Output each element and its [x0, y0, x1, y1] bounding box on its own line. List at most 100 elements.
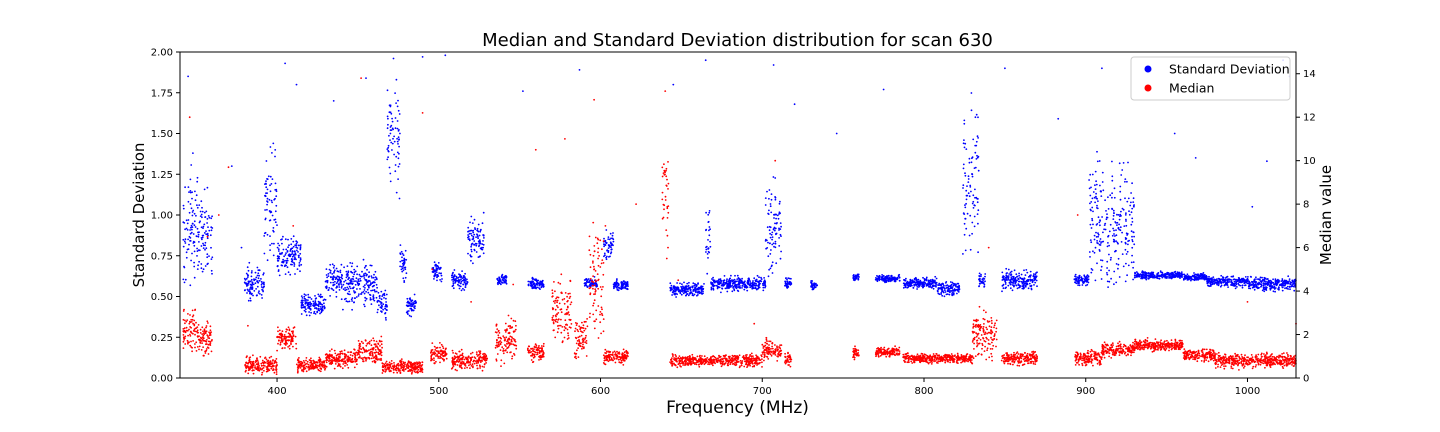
data-point [1089, 173, 1092, 176]
data-point [1077, 284, 1079, 286]
data-point [788, 280, 791, 283]
data-point [190, 321, 193, 323]
data-point [270, 183, 273, 185]
data-point [778, 237, 780, 239]
data-point [287, 326, 290, 329]
data-point [1269, 282, 1272, 285]
data-point [1241, 286, 1244, 289]
data-point [366, 268, 368, 271]
data-point [459, 285, 462, 288]
data-point [1145, 276, 1147, 279]
data-point [196, 255, 198, 257]
data-point [467, 236, 469, 239]
data-point [688, 281, 690, 284]
data-point [1026, 271, 1029, 274]
data-point [1270, 281, 1272, 283]
data-point [1164, 274, 1166, 276]
data-point [1151, 272, 1154, 275]
data-point [332, 266, 335, 269]
data-point [529, 280, 531, 283]
data-point [1017, 280, 1020, 283]
data-point [339, 281, 342, 284]
data-point [470, 259, 472, 262]
data-point [359, 279, 362, 282]
data-point [264, 194, 267, 197]
data-point [191, 228, 193, 231]
data-point [1195, 275, 1197, 278]
data-point [186, 339, 189, 342]
data-point [923, 278, 926, 280]
data-point [468, 230, 470, 233]
data-point [291, 253, 294, 255]
data-point [257, 277, 260, 280]
data-point [364, 299, 367, 302]
data-point [691, 285, 694, 288]
data-point [1033, 284, 1035, 286]
data-point [933, 285, 936, 287]
data-point [934, 285, 937, 287]
data-point [1034, 273, 1037, 276]
data-point [707, 250, 710, 253]
data-point [932, 287, 935, 290]
data-point [399, 244, 402, 247]
data-point [857, 273, 860, 276]
data-point [1121, 169, 1124, 171]
data-point [327, 289, 330, 291]
data-point [1096, 207, 1099, 210]
data-point [674, 288, 676, 290]
data-point [204, 244, 207, 247]
data-point [967, 178, 970, 180]
data-point [282, 235, 284, 238]
data-point [1097, 242, 1099, 245]
data-point [1006, 275, 1009, 278]
data-point [477, 237, 479, 240]
data-point [1127, 197, 1130, 200]
data-point [245, 369, 247, 372]
data-point [812, 284, 814, 287]
data-point [369, 294, 372, 296]
data-point [965, 148, 968, 151]
data-point [383, 294, 386, 297]
data-point [256, 285, 259, 288]
data-point [1287, 275, 1290, 278]
data-point [1034, 281, 1037, 284]
data-point [1026, 282, 1029, 285]
data-point [1264, 282, 1266, 285]
data-point [199, 339, 202, 342]
data-point [929, 285, 932, 287]
data-point [771, 236, 774, 239]
data-point [275, 368, 277, 371]
data-point [262, 364, 265, 367]
data-point [191, 318, 194, 321]
data-point [291, 251, 294, 253]
data-point [458, 279, 461, 282]
data-point [1021, 287, 1024, 290]
data-point [453, 269, 456, 271]
data-point [452, 277, 455, 280]
data-point [1131, 235, 1133, 238]
data-point [301, 302, 304, 305]
data-point [210, 217, 213, 220]
data-point [712, 285, 714, 287]
data-point [779, 228, 782, 231]
data-point [585, 282, 587, 285]
data-point [297, 370, 299, 373]
data-point [351, 283, 354, 285]
data-point [708, 229, 710, 232]
data-point [697, 283, 699, 285]
data-point [283, 255, 285, 258]
data-point [375, 290, 378, 293]
data-point [1251, 286, 1254, 289]
data-point [1161, 276, 1164, 279]
data-point [708, 211, 711, 214]
data-point [1257, 287, 1260, 289]
data-point [375, 283, 378, 286]
data-point [1208, 279, 1211, 282]
data-point [304, 302, 307, 305]
data-point [707, 239, 709, 241]
data-point [403, 262, 406, 265]
data-point [370, 275, 373, 277]
data-point [703, 283, 705, 285]
data-point [981, 278, 984, 281]
data-point [1213, 282, 1215, 285]
